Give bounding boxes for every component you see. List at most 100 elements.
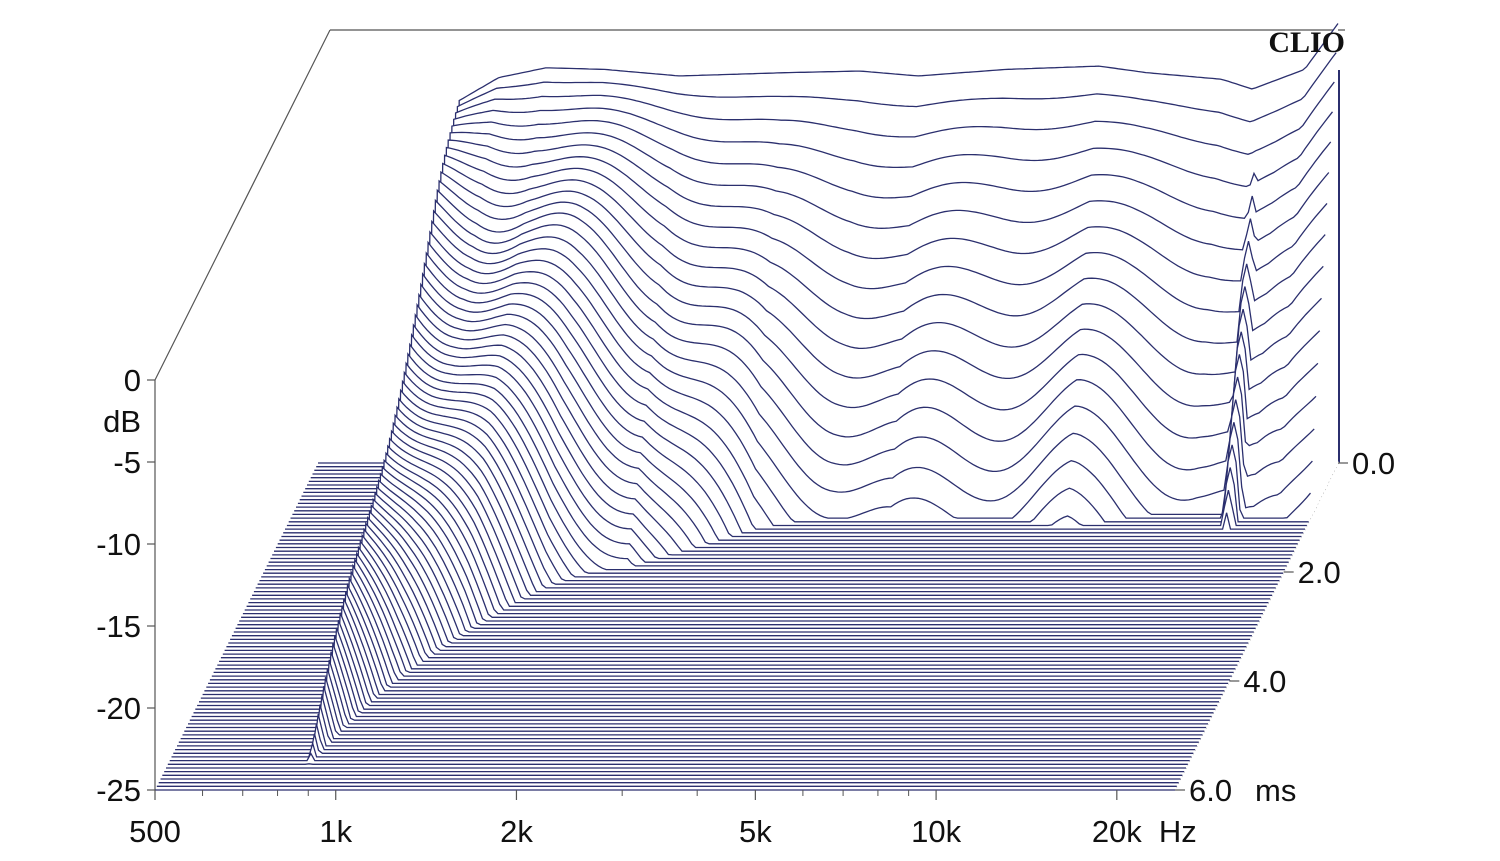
slice-mask [173, 733, 1194, 758]
decay-slice-line [305, 146, 1326, 490]
decay-slice-line [195, 627, 1216, 710]
decay-slice-line [231, 497, 1252, 637]
decay-slice-line [274, 313, 1294, 552]
decay-slice-line [312, 107, 1334, 475]
decay-slice-line [303, 154, 1324, 494]
slice-mask [169, 753, 1190, 765]
time-tick-label: 0.0 [1352, 446, 1395, 481]
decay-slice-line [318, 23, 1339, 464]
decay-slice-line [275, 302, 1296, 549]
decay-slice-line [197, 619, 1218, 707]
decay-slice-line [252, 421, 1273, 596]
decay-slice-line [270, 332, 1291, 560]
freq-unit-label: Hz [1159, 814, 1197, 849]
decay-slice-line [242, 458, 1263, 615]
freq-tick-label: 5k [739, 814, 772, 849]
decay-slice-line [277, 292, 1298, 545]
slice-mask [175, 723, 1196, 754]
decay-slice-line [316, 52, 1337, 468]
decay-slice-line [209, 569, 1230, 681]
db-tick-label: -25 [96, 773, 141, 808]
db-unit-label: dB [103, 404, 141, 439]
time-tick-label: 6.0 [1189, 773, 1232, 808]
decay-slice-line [233, 491, 1254, 633]
decay-slice-line [248, 437, 1269, 604]
slice-mask [235, 486, 1256, 633]
decay-slice-line [202, 598, 1223, 696]
decay-slice-line [184, 677, 1205, 732]
decay-slice-line [255, 405, 1276, 589]
decay-slice-line [314, 81, 1335, 471]
decay-slice-line [307, 139, 1328, 486]
decay-slice-line [224, 521, 1245, 652]
decay-slice-line [199, 612, 1219, 703]
decay-slice-line [189, 651, 1210, 721]
decay-slice-line [279, 282, 1300, 541]
decay-slice-line [204, 591, 1225, 692]
decay-slice-line [285, 251, 1305, 530]
slice-mask [237, 480, 1258, 629]
clio-brand-logo: CLIO [1268, 26, 1345, 59]
slice-mask [162, 775, 1183, 780]
decay-slice-line [191, 643, 1212, 718]
decay-slice-line [272, 323, 1293, 556]
decay-slice-line [220, 533, 1241, 659]
db-tick-label: 0 [124, 363, 141, 398]
decay-slice-line [235, 485, 1256, 629]
decay-slice-line [222, 527, 1243, 655]
decay-slice-line [173, 733, 1194, 754]
decay-slice-line [283, 261, 1304, 534]
decay-slice-line [281, 272, 1302, 538]
slice-mask [155, 790, 1175, 794]
db-tick-label: -10 [96, 527, 141, 562]
decay-slice-line [253, 413, 1274, 593]
decay-slice-line [264, 361, 1285, 571]
decay-slice-line [290, 219, 1311, 519]
decay-slice-line [250, 429, 1271, 600]
decay-slice-line [266, 352, 1287, 567]
decay-slice-line [292, 209, 1313, 516]
decay-slice-line [259, 388, 1280, 582]
back-wall-left-edge [154, 29, 331, 381]
decay-slice-line [208, 576, 1229, 685]
slice-mask [160, 779, 1181, 783]
decay-slice-line [301, 162, 1322, 497]
decay-slice-line [268, 342, 1289, 563]
decay-slice-line [228, 510, 1249, 644]
decay-slice-line [215, 551, 1236, 670]
slice-mask [250, 431, 1271, 603]
axis-ticks [147, 379, 1348, 800]
decay-slice-line [180, 695, 1201, 740]
decay-slice-line [310, 119, 1332, 479]
freq-tick-label: 1k [319, 814, 352, 849]
db-tick-label: -5 [113, 445, 141, 480]
decay-slices [155, 23, 1339, 794]
decay-slice-line [299, 170, 1321, 501]
decay-slice-line [244, 451, 1265, 611]
decay-slice-line [213, 557, 1234, 674]
decay-slice-line [178, 704, 1199, 743]
slice-mask [252, 423, 1273, 600]
decay-slice-line [230, 503, 1251, 641]
decay-slice-line [263, 370, 1284, 574]
decay-slice-line [200, 605, 1221, 699]
db-tick-label: -15 [96, 609, 141, 644]
decay-slice-line [241, 465, 1262, 618]
decay-slice-line [188, 659, 1208, 725]
time-tick-label: 4.0 [1243, 664, 1286, 699]
decay-slice-line [286, 240, 1307, 527]
decay-slice-line [169, 752, 1190, 762]
decay-slice-line [193, 635, 1214, 714]
decay-slice-line [175, 723, 1196, 751]
decay-slice-line [182, 686, 1203, 736]
freq-tick-label: 2k [500, 814, 533, 849]
decay-slice-line [237, 478, 1258, 626]
freq-tick-label: 20k [1092, 814, 1142, 849]
decay-slice-line [226, 515, 1247, 648]
decay-slice-line [294, 198, 1315, 512]
decay-slice-line [219, 539, 1240, 663]
decay-slice-line [211, 563, 1232, 677]
decay-slice-line [171, 741, 1192, 758]
